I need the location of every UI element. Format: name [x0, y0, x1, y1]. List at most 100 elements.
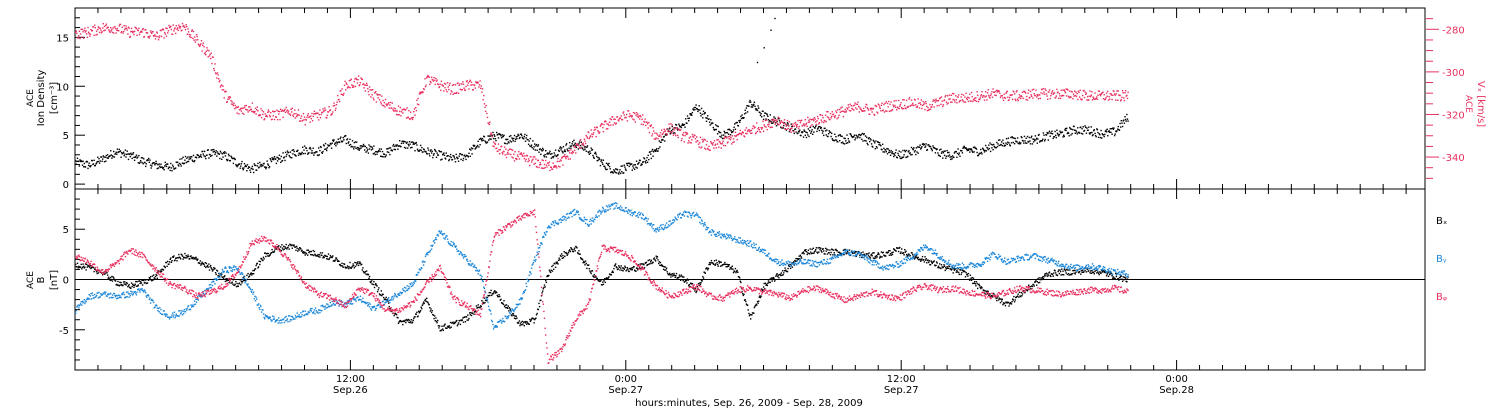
- data-point-vx: [252, 102, 253, 103]
- data-point-Bx: [568, 252, 569, 253]
- data-point-vx: [193, 40, 194, 41]
- data-point-vx: [795, 122, 796, 123]
- data-point-ion_density: [141, 162, 142, 163]
- data-point-vx: [449, 85, 450, 86]
- data-point-ion_density: [333, 140, 334, 141]
- data-point-vx: [667, 134, 668, 135]
- data-point-ion_density: [529, 145, 530, 146]
- data-point-ion_density: [431, 152, 432, 153]
- data-point-Bx: [715, 263, 716, 264]
- data-point-Bx: [538, 303, 539, 304]
- data-point-Bx: [714, 265, 715, 266]
- data-point-Bx: [128, 284, 129, 285]
- data-point-Bx: [519, 320, 520, 321]
- data-point-Bx: [255, 268, 256, 269]
- data-point-ion_density: [104, 161, 105, 162]
- data-point-vx: [1103, 98, 1104, 99]
- data-point-ion_density: [506, 139, 507, 140]
- data-point-Bx: [504, 306, 505, 307]
- data-point-vx: [97, 29, 98, 30]
- data-point-Bx: [662, 266, 663, 267]
- data-point-ion_density: [201, 156, 202, 157]
- data-point-Bx: [629, 271, 630, 272]
- data-point-Bx: [611, 274, 612, 275]
- data-point-ion_density: [516, 138, 517, 139]
- data-point-vx: [867, 108, 868, 109]
- data-point-Bx: [571, 249, 572, 250]
- data-point-ion_density: [646, 160, 647, 161]
- data-point-ion_density: [203, 155, 204, 156]
- data-point-ion_density: [284, 157, 285, 158]
- data-point-Bx: [188, 256, 189, 257]
- data-point-ion_density: [675, 127, 676, 128]
- data-point-ion_density: [514, 141, 515, 142]
- data-point-vx: [145, 29, 146, 30]
- data-point-vx: [480, 88, 481, 89]
- data-point-ion_density: [82, 165, 83, 166]
- data-point-vx: [482, 88, 483, 89]
- data-point-Bx: [200, 264, 201, 265]
- data-point-vx: [307, 115, 308, 116]
- data-point-ion_density: [211, 155, 212, 156]
- data-point-ion_density: [625, 170, 626, 171]
- data-point-vx: [994, 95, 995, 96]
- data-point-Bx: [130, 287, 131, 288]
- data-point-Bx: [716, 260, 717, 261]
- data-point-ion_density: [397, 144, 398, 145]
- data-point-ion_density: [521, 133, 522, 134]
- data-point-ion_density: [950, 159, 951, 160]
- data-point-vx: [808, 122, 809, 123]
- data-point-vx: [219, 81, 220, 82]
- data-point-Bx: [328, 259, 329, 260]
- data-point-Bx: [82, 267, 83, 268]
- data-point-vx: [781, 120, 782, 121]
- data-point-ion_density: [279, 158, 280, 159]
- data-point-Bx: [241, 281, 242, 282]
- data-point-vx: [100, 28, 101, 29]
- data-point-Bx: [185, 257, 186, 258]
- data-point-vx: [736, 135, 737, 136]
- data-point-ion_density: [581, 142, 582, 143]
- data-point-vx: [869, 114, 870, 115]
- data-point-ion_density: [1013, 142, 1014, 143]
- data-point-vx: [967, 97, 968, 98]
- data-point-ion_density: [842, 142, 843, 143]
- data-point-vx: [1033, 89, 1034, 90]
- data-point-vx: [85, 31, 86, 32]
- data-point-Bx: [699, 282, 700, 283]
- data-point-vx: [295, 117, 296, 118]
- data-point-vx: [926, 103, 927, 104]
- data-point-ion_density: [233, 163, 234, 164]
- data-point-ion_density: [952, 155, 953, 156]
- data-point-ion_density: [582, 148, 583, 149]
- data-point-vx: [391, 107, 392, 108]
- data-point-vx: [144, 36, 145, 37]
- data-point-vx: [708, 149, 709, 150]
- data-point-Bx: [594, 277, 595, 278]
- data-point-ion_density: [378, 150, 379, 151]
- data-point-ion_density: [911, 147, 912, 148]
- data-point-ion_density: [961, 150, 962, 151]
- data-point-Bx: [757, 301, 758, 302]
- data-point-ion_density: [881, 149, 882, 150]
- data-point-vx: [673, 135, 674, 136]
- data-point-ion_density: [1094, 133, 1095, 134]
- data-point-vx: [322, 112, 323, 113]
- data-point-ion_density: [487, 141, 488, 142]
- data-point-vx: [686, 134, 687, 135]
- data-point-vx: [991, 91, 992, 92]
- data-point-Bx: [767, 285, 768, 286]
- data-point-Bx: [516, 317, 517, 318]
- data-point-vx: [982, 97, 983, 98]
- data-point-ion_density: [1070, 128, 1071, 129]
- data-point-Bx: [795, 261, 796, 262]
- data-point-ion_density: [334, 144, 335, 145]
- data-point-vx: [804, 125, 805, 126]
- data-point-vx: [638, 116, 639, 117]
- data-point-vx: [900, 104, 901, 105]
- data-point-vx: [832, 111, 833, 112]
- data-point-vx: [1030, 91, 1031, 92]
- data-point-vx: [370, 89, 371, 90]
- data-point-vx: [120, 24, 121, 25]
- data-point-Bx: [468, 319, 469, 320]
